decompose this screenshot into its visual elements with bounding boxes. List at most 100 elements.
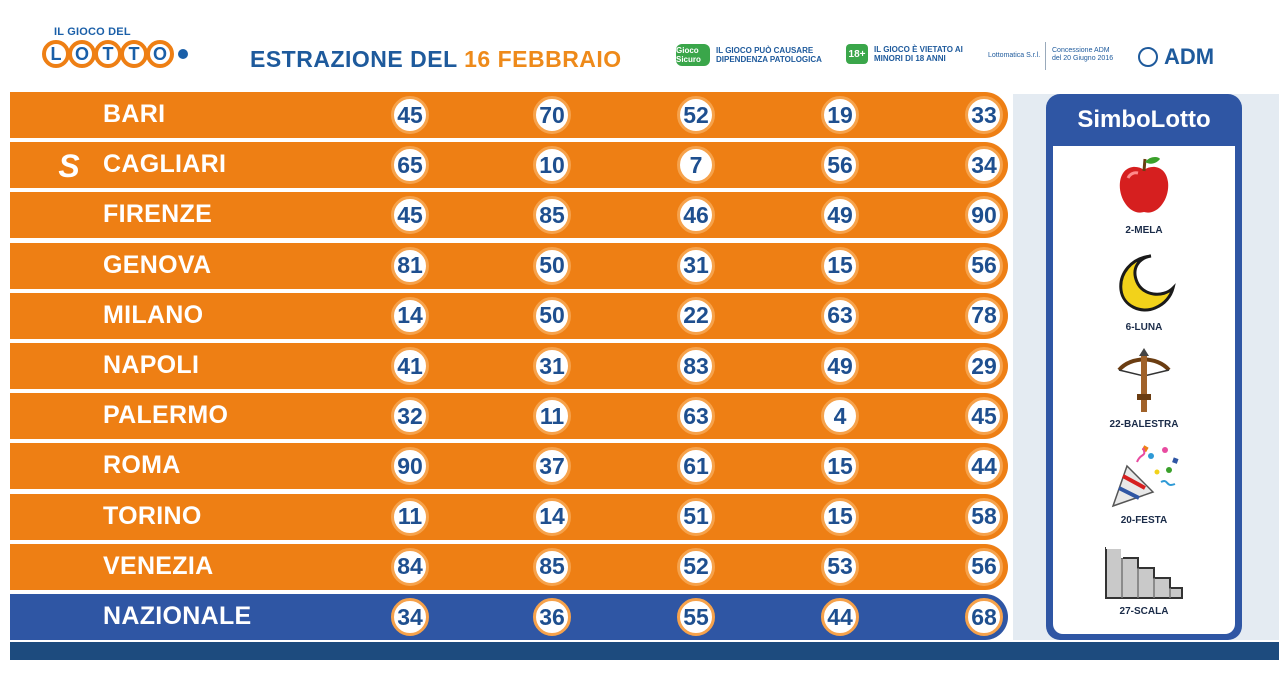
number-ball: 45 [965, 397, 1003, 436]
number-ball: 56 [821, 146, 859, 185]
logo-letter: T [120, 40, 148, 68]
logo-letter: O [68, 40, 96, 68]
number-ball: 10 [533, 146, 571, 185]
number-ball: 83 [677, 347, 715, 385]
number-ball: 44 [965, 447, 1003, 486]
warning-minors-text: IL GIOCO È VIETATO AI MINORI DI 18 ANNI [874, 45, 963, 63]
draw-row-palermo: PALERMO 32 11 63 4 45 [10, 393, 1008, 440]
number-ball: 15 [821, 447, 859, 486]
city-name: BARI [103, 100, 166, 128]
simbolotto-list: 2-MELA 6-LUNA 22-BALESTRA [1053, 146, 1235, 634]
number-ball: 41 [391, 347, 429, 385]
number-ball: 85 [533, 196, 571, 235]
draw-row-torino: TORINO 11 14 51 15 58 [10, 493, 1008, 540]
logo-word: L O T T O [42, 40, 188, 68]
number-ball: 68 [965, 598, 1003, 636]
number-ball: 56 [965, 246, 1003, 285]
symbol-label: 22-BALESTRA [1109, 419, 1179, 430]
party-popper-icon [1053, 442, 1235, 517]
number-ball: 50 [533, 296, 571, 335]
apple-icon [1053, 154, 1235, 225]
page-title: ESTRAZIONE DEL 16 FEBBRAIO [250, 46, 622, 73]
draw-row-cagliari: S CAGLIARI 65 10 7 56 34 [10, 142, 1008, 189]
number-ball: 52 [677, 547, 715, 586]
number-ball: 65 [391, 146, 429, 185]
header: IL GIOCO DEL L O T T O ESTRAZIONE DEL 16… [0, 0, 1279, 92]
adm-seal-icon [1138, 47, 1158, 67]
warning-addiction: Gioco Sicuro IL GIOCO PUÒ CAUSARE DIPEND… [676, 44, 834, 66]
adm-logo: ADM [1138, 44, 1214, 70]
logo-letter: O [146, 40, 174, 68]
simbolotto-title: SimboLotto [1077, 106, 1211, 133]
number-ball: 53 [821, 547, 859, 586]
adm-label: ADM [1164, 44, 1215, 69]
symbol-label: 20-FESTA [1120, 515, 1168, 526]
number-ball: 52 [677, 96, 715, 134]
draw-row-venezia: VENEZIA 84 85 52 53 56 [10, 543, 1008, 590]
city-name: MILANO [103, 300, 204, 329]
city-name: TORINO [103, 501, 202, 530]
number-ball: 90 [965, 196, 1003, 235]
number-ball: 15 [821, 497, 859, 536]
logo-top-text: IL GIOCO DEL [54, 26, 131, 38]
number-ball: 29 [965, 347, 1003, 385]
logo-dot-icon [178, 49, 188, 59]
number-ball: 51 [677, 497, 715, 536]
number-ball: 70 [533, 96, 571, 134]
number-ball: 4 [821, 397, 859, 436]
title-date: 16 FEBBRAIO [464, 46, 622, 72]
number-ball: 14 [391, 296, 429, 335]
header-divider [1045, 42, 1046, 70]
symbol-label: 2-MELA [1125, 225, 1163, 236]
number-ball: 37 [533, 447, 571, 486]
number-ball: 33 [965, 96, 1003, 134]
number-ball: 81 [391, 246, 429, 285]
draw-row-genova: GENOVA 81 50 31 15 56 [10, 242, 1008, 289]
number-ball: 63 [821, 296, 859, 335]
number-ball: 45 [391, 196, 429, 235]
number-ball: 49 [821, 347, 859, 385]
lotto-logo: IL GIOCO DEL L O T T O [42, 22, 212, 84]
footer-bar [10, 642, 1279, 660]
gioco-sicuro-badge: Gioco Sicuro [676, 44, 710, 66]
city-name: PALERMO [103, 401, 229, 430]
draw-row-bari: BARI 45 70 52 19 33 [10, 92, 1008, 138]
number-ball: 11 [533, 397, 571, 436]
concession-text: Concessione ADM del 20 Giugno 2016 [1052, 47, 1114, 62]
symbol-label: 6-LUNA [1125, 322, 1163, 333]
number-ball: 78 [965, 296, 1003, 335]
number-ball: 36 [533, 598, 571, 636]
number-ball: 14 [533, 497, 571, 536]
number-ball: 55 [677, 598, 715, 636]
number-ball: 11 [391, 497, 429, 536]
crossbow-icon [1053, 346, 1235, 421]
logo-letter: T [94, 40, 122, 68]
city-name: FIRENZE [103, 200, 213, 229]
number-ball: 61 [677, 447, 715, 486]
symbol-label: 27-SCALA [1119, 606, 1169, 617]
number-ball: 56 [965, 547, 1003, 586]
number-ball: 84 [391, 547, 429, 586]
number-ball: 31 [533, 347, 571, 385]
number-ball: 34 [391, 598, 429, 636]
number-ball: 15 [821, 246, 859, 285]
warning-addiction-text: IL GIOCO PUÒ CAUSARE DIPENDENZA PATOLOGI… [716, 46, 822, 64]
number-ball: 58 [965, 497, 1003, 536]
draw-row-napoli: NAPOLI 41 31 83 49 29 [10, 343, 1008, 389]
city-name: NAPOLI [103, 351, 200, 379]
draw-row-nazionale: NAZIONALE 34 36 55 44 68 [10, 594, 1008, 640]
city-name: GENOVA [103, 250, 212, 279]
number-ball: 63 [677, 397, 715, 436]
title-prefix: ESTRAZIONE DEL [250, 46, 458, 72]
number-ball: 49 [821, 196, 859, 235]
city-name: ROMA [103, 451, 181, 480]
number-ball: 44 [821, 598, 859, 636]
number-ball: 50 [533, 246, 571, 285]
moon-icon [1053, 250, 1235, 321]
number-ball: 22 [677, 296, 715, 335]
simbolotto-panel: SimboLotto 2-MELA 6-LUNA [1046, 94, 1242, 640]
city-name: VENEZIA [103, 551, 214, 580]
operator-text: Lottomatica S.r.l. [988, 52, 1041, 59]
stairs-icon [1053, 544, 1235, 607]
draw-row-milano: MILANO 14 50 22 63 78 [10, 292, 1008, 339]
